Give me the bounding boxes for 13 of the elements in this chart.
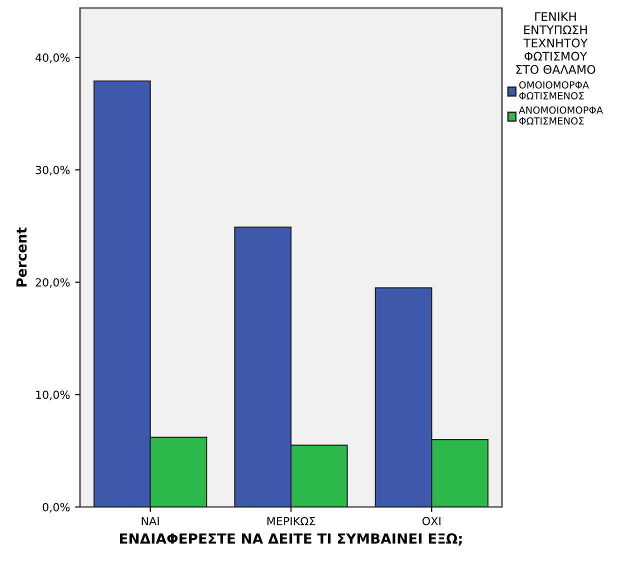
legend-label: ΑΝΟΜΟΙΟΜΟΡΦΑ ΦΩΤΙΣΜΕΝΟΣ	[518, 106, 603, 125]
x-tick-label: ΝΑΙ	[142, 517, 159, 526]
x-tick-label: ΟΧΙ	[422, 516, 440, 526]
y-tick-label: 20,0%	[36, 278, 70, 288]
y-tick-label: 40,0%	[36, 53, 70, 63]
y-tick-label: 0,0%	[42, 502, 70, 513]
y-tick-label: 10,0%	[36, 390, 70, 400]
x-axis-title: ΕΝΔΙΑΦΕΡΕΣΤΕ ΝΑ ΔΕΙΤΕ ΤΙ ΣΥΜΒΑΙΝΕΙ ΕΞΩ;	[120, 533, 462, 546]
y-tick-label: 30,0%	[36, 166, 70, 176]
legend-title: ΓΕΝΙΚΗ ΕΝΤΥΠΩΣΗ ΤΕΧΝΗΤΟΥ ΦΩΤΙΣΜΟΥ ΣΤΟ ΘΑΛΑΜΟ	[516, 12, 596, 74]
legend-label: ΟΜΟΙΟΜΟΡΦΑ ΦΩΤΙΣΜΕΝΟΣ	[519, 81, 590, 100]
x-tick-label: ΜΕΡΙΚΩΣ	[267, 516, 315, 526]
y-axis-title: Percent	[16, 228, 27, 287]
